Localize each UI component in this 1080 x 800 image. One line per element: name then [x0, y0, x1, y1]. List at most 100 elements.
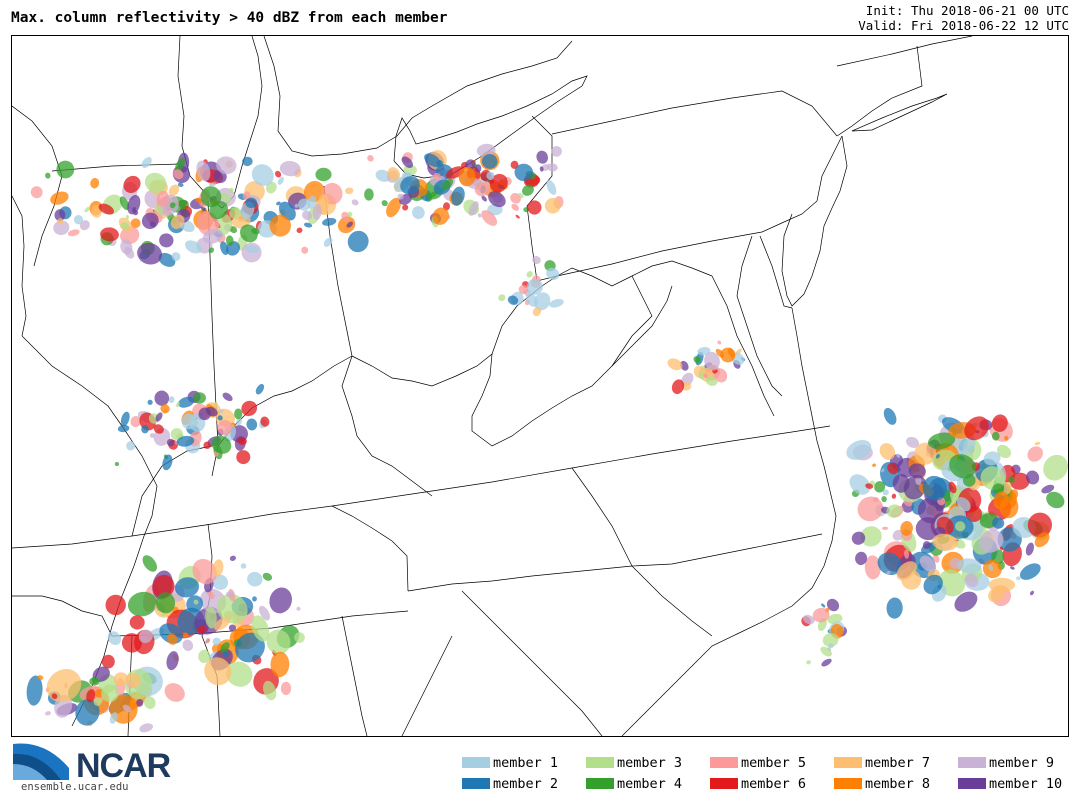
reflectivity-cell — [515, 214, 520, 219]
reflectivity-cell — [432, 207, 449, 225]
reflectivity-cell — [198, 649, 211, 663]
reflectivity-cell — [697, 347, 711, 356]
reflectivity-cell — [211, 435, 232, 454]
legend-label: member 8 — [865, 775, 931, 792]
reflectivity-cell — [882, 489, 889, 496]
legend-item-member-5: member 5 — [710, 752, 834, 773]
reflectivity-cell — [481, 195, 487, 202]
reflectivity-cell — [923, 574, 943, 595]
reflectivity-cell — [1016, 576, 1021, 581]
legend-swatch — [710, 757, 738, 768]
reflectivity-cell — [1008, 476, 1015, 483]
reflectivity-cell — [226, 661, 253, 687]
reflectivity-cell — [296, 606, 301, 611]
reflectivity-cell — [865, 483, 874, 489]
reflectivity-cell — [846, 439, 872, 460]
reflectivity-cell — [207, 590, 215, 599]
ncar-logo: NCAR ensemble.ucar.edu — [11, 740, 171, 796]
legend-swatch — [710, 778, 738, 789]
reflectivity-cell — [235, 632, 265, 663]
reflectivity-cell — [100, 227, 119, 242]
reflectivity-cell — [917, 497, 944, 524]
reflectivity-cell — [874, 481, 886, 493]
reflectivity-cell — [486, 171, 495, 181]
reflectivity-cell — [175, 157, 186, 173]
reflectivity-cell — [101, 684, 119, 703]
reflectivity-cell — [886, 571, 891, 575]
reflectivity-cell — [176, 401, 180, 408]
reflectivity-cell — [956, 496, 971, 512]
reflectivity-cell — [1019, 563, 1041, 580]
reflectivity-cell — [474, 181, 491, 197]
reflectivity-cell — [886, 504, 902, 518]
reflectivity-map — [12, 36, 1068, 736]
reflectivity-cell — [991, 431, 1000, 441]
legend-item-member-10: member 10 — [958, 773, 1080, 794]
reflectivity-cell — [864, 555, 881, 580]
reflectivity-cell — [1030, 590, 1034, 596]
reflectivity-cell — [477, 213, 482, 218]
legend-swatch — [586, 757, 614, 768]
reflectivity-cell — [402, 204, 409, 211]
reflectivity-cell — [872, 463, 877, 467]
reflectivity-cell — [301, 246, 309, 254]
reflectivity-cell — [704, 351, 720, 371]
reflectivity-cell — [1027, 512, 1053, 538]
reflectivity-cell — [965, 505, 983, 523]
state-boundaries — [12, 36, 973, 736]
reflectivity-cell — [185, 240, 202, 254]
reflectivity-cell — [90, 177, 100, 189]
reflectivity-cell — [375, 169, 391, 182]
reflectivity-cell — [539, 166, 544, 172]
reflectivity-cell — [386, 197, 401, 218]
reflectivity-cell — [900, 521, 913, 536]
reflectivity-cell — [86, 689, 96, 703]
reflectivity-cell — [514, 163, 534, 182]
legend-label: member 2 — [493, 775, 559, 792]
reflectivity-cell — [75, 699, 100, 726]
reflectivity-cell — [922, 475, 947, 501]
legend-item-member-2: member 2 — [462, 773, 586, 794]
reflectivity-cell — [312, 204, 322, 220]
reflectivity-cell — [458, 166, 476, 187]
reflectivity-cell — [510, 192, 521, 204]
reflectivity-cell — [53, 220, 70, 236]
legend-label: member 5 — [741, 754, 807, 771]
reflectivity-cell — [351, 199, 359, 206]
reflectivity-cell — [828, 643, 834, 649]
reflectivity-cell — [263, 680, 277, 701]
reflectivity-cell — [170, 214, 185, 229]
reflectivity-cell — [177, 182, 184, 187]
reflectivity-cell — [176, 435, 195, 447]
reflectivity-cell — [193, 599, 199, 605]
reflectivity-cell — [337, 216, 356, 234]
reflectivity-cell — [347, 211, 353, 217]
reflectivity-cell — [51, 693, 58, 700]
reflectivity-cell — [424, 153, 441, 167]
reflectivity-cell — [84, 206, 90, 213]
reflectivity-cell — [488, 191, 506, 208]
reflectivity-cell — [124, 246, 135, 259]
reflectivity-cell — [322, 217, 337, 226]
reflectivity-cell — [906, 436, 920, 448]
reflectivity-cell — [896, 561, 917, 581]
reflectivity-cell — [101, 654, 115, 669]
legend-label: member 3 — [617, 754, 683, 771]
reflectivity-cell — [919, 555, 936, 572]
reflectivity-cell — [671, 379, 685, 395]
reflectivity-cell — [107, 631, 122, 645]
reflectivity-cell — [476, 143, 496, 158]
reflectivity-cell — [877, 552, 903, 576]
reflectivity-cell — [133, 210, 139, 216]
reflectivity-cell — [172, 169, 184, 180]
reflectivity-cell — [236, 450, 251, 465]
reflectivity-cell — [303, 222, 313, 228]
reflectivity-cell — [50, 191, 69, 205]
legend-swatch — [834, 778, 862, 789]
reflectivity-cell — [1027, 446, 1043, 462]
reflectivity-cell — [136, 699, 144, 707]
reflectivity-cell — [122, 704, 132, 713]
reflectivity-cell — [229, 206, 241, 220]
reflectivity-cell — [855, 551, 868, 566]
reflectivity-cell — [220, 192, 232, 203]
